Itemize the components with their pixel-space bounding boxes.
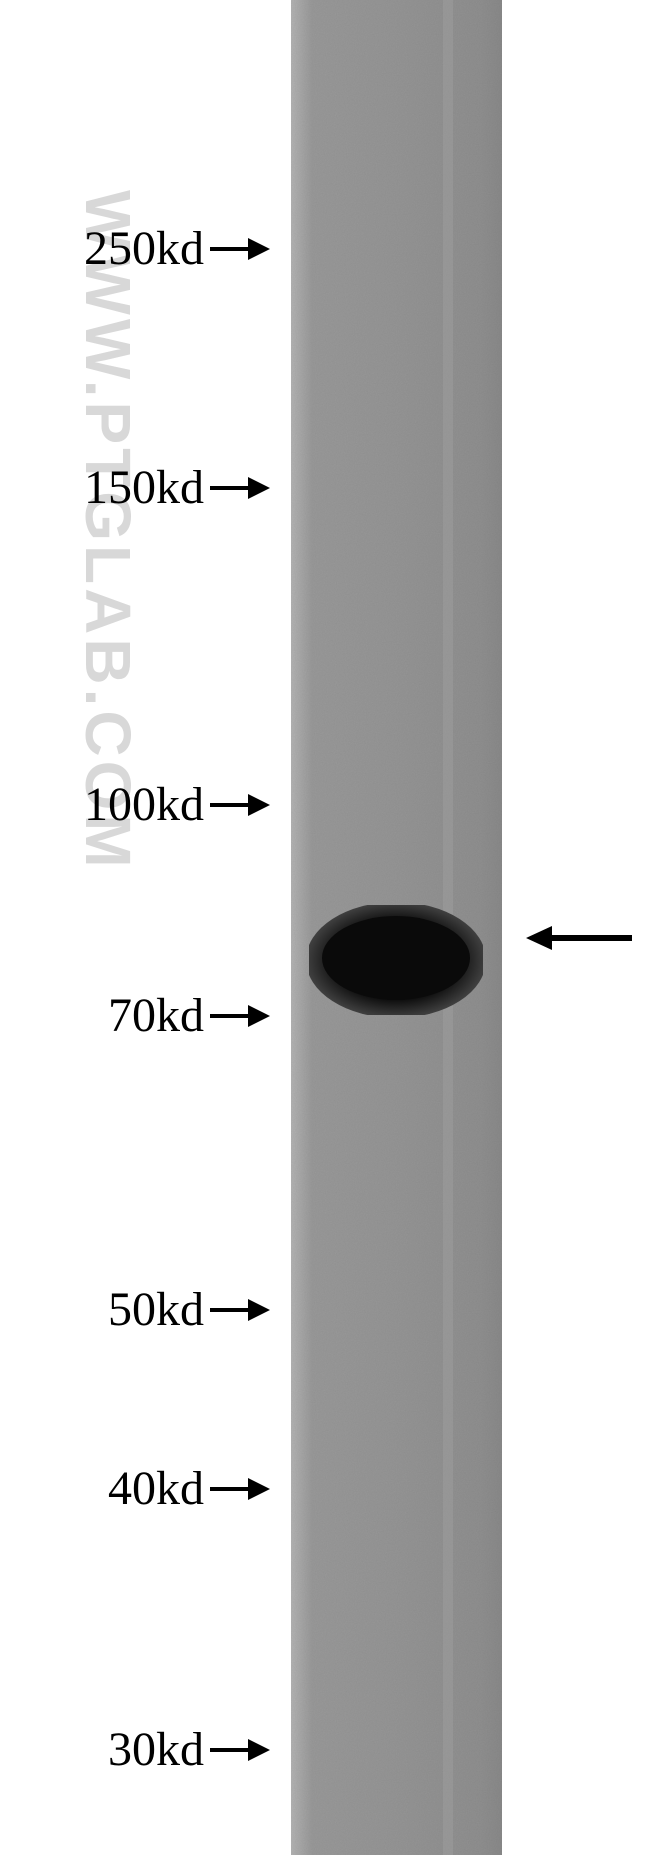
mw-label-text: 50kd bbox=[108, 1282, 204, 1337]
western-blot-figure: WWW.PTGLAB.COM 250kd150kd100kd70kd50kd40… bbox=[0, 0, 650, 1855]
arrow-right-icon bbox=[210, 1299, 270, 1321]
arrow-right-icon bbox=[210, 794, 270, 816]
band-indicator-arrow bbox=[526, 926, 632, 950]
mw-label-text: 150kd bbox=[84, 460, 204, 515]
mw-label-row: 150kd bbox=[84, 459, 270, 517]
mw-label-row: 50kd bbox=[108, 1281, 270, 1339]
arrow-right-icon bbox=[210, 477, 270, 499]
arrow-right-icon bbox=[210, 1005, 270, 1027]
mw-label-row: 30kd bbox=[108, 1721, 270, 1779]
mw-label-text: 100kd bbox=[84, 777, 204, 832]
mw-label-row: 100kd bbox=[84, 776, 270, 834]
mw-label-row: 70kd bbox=[108, 987, 270, 1045]
arrow-shaft bbox=[552, 935, 632, 941]
mw-label-row: 250kd bbox=[84, 220, 270, 278]
arrow-left-head-icon bbox=[526, 926, 552, 950]
mw-label-text: 70kd bbox=[108, 988, 204, 1043]
mw-label-text: 30kd bbox=[108, 1722, 204, 1777]
protein-band bbox=[309, 905, 483, 1015]
mw-ladder-labels: 250kd 150kd 100kd 70kd 50kd 40kd 30kd bbox=[0, 0, 270, 1855]
mw-label-row: 40kd bbox=[108, 1460, 270, 1518]
arrow-right-icon bbox=[210, 1739, 270, 1761]
mw-label-text: 250kd bbox=[84, 221, 204, 276]
mw-label-text: 40kd bbox=[108, 1461, 204, 1516]
arrow-right-icon bbox=[210, 238, 270, 260]
band-shape bbox=[309, 905, 483, 1015]
blot-lane bbox=[291, 0, 502, 1855]
arrow-right-icon bbox=[210, 1478, 270, 1500]
